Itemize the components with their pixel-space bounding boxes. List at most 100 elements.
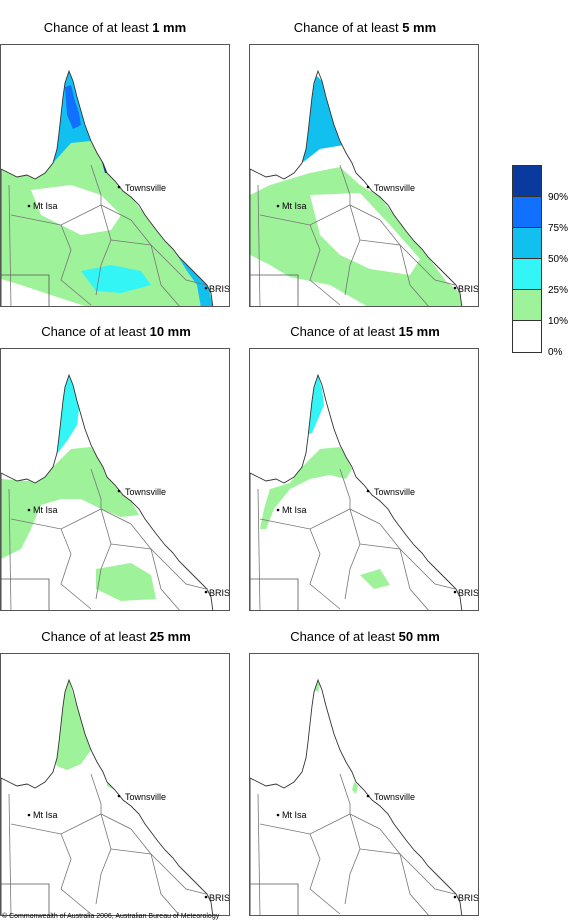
city-label-mt-isa: Mt Isa [282, 810, 307, 820]
panel-title: Chance of at least 5 mm [293, 20, 437, 35]
city-label-townsville: Townsville [125, 487, 166, 497]
city-dot [366, 185, 370, 189]
district-boundary [60, 528, 92, 610]
city-dot [204, 590, 208, 594]
city-label-bris: BRIS [209, 284, 229, 294]
district-boundary [10, 204, 132, 226]
district-boundary [344, 204, 361, 296]
district-boundary [165, 259, 207, 286]
district-boundary [10, 508, 132, 530]
probability-region [1, 750, 31, 772]
city-dot [366, 794, 370, 798]
district-boundary [339, 773, 351, 814]
panel-title: Chance of at least 1 mm [43, 20, 187, 35]
district-boundary [414, 868, 456, 895]
district-boundary [344, 508, 361, 600]
district-boundary [8, 184, 12, 306]
legend-label: 90% [548, 192, 569, 203]
state-border [1, 274, 50, 306]
state-border [250, 578, 299, 610]
district-boundary [309, 528, 341, 610]
probability-region [31, 185, 121, 235]
state-border [1, 578, 50, 610]
city-label-townsville: Townsville [125, 792, 166, 802]
city-dot [27, 508, 31, 512]
city-label-bris: BRIS [458, 893, 478, 903]
state-border [250, 274, 299, 306]
legend-swatch [513, 321, 541, 352]
city-dot [117, 185, 121, 189]
district-boundary [90, 468, 102, 509]
probability-region [171, 245, 213, 306]
district-boundary [90, 773, 102, 814]
probability-region [352, 782, 358, 794]
probability-region [96, 563, 156, 601]
district-boundary [259, 204, 381, 226]
probability-region [53, 375, 79, 459]
district-boundary [95, 204, 112, 296]
map-svg: Townsville Mt Isa BRIS [250, 69, 478, 306]
city-label-bris: BRIS [209, 588, 229, 598]
rainfall-map: Townsville Mt Isa BRIS [0, 653, 230, 916]
district-boundary [257, 488, 261, 610]
district-boundary [8, 488, 12, 610]
rainfall-map: Townsville Mt Isa BRIS [249, 653, 479, 916]
district-boundary [414, 259, 456, 286]
city-dot [27, 813, 31, 817]
district-boundary [399, 853, 429, 915]
legend-swatch [513, 166, 541, 197]
city-dot [453, 286, 457, 290]
probability-region [310, 193, 420, 275]
district-boundary [379, 828, 401, 855]
city-dot [453, 590, 457, 594]
district-boundary [399, 244, 429, 306]
city-dot [366, 489, 370, 493]
probability-region [260, 447, 352, 529]
rainfall-map: Townsville Mt Isa BRIS [0, 44, 230, 307]
district-boundary [95, 813, 112, 905]
panel-title: Chance of at least 15 mm [290, 324, 440, 339]
panel-title: Chance of at least 50 mm [290, 629, 440, 644]
district-boundary [60, 833, 92, 915]
district-boundary [10, 813, 132, 835]
legend-swatch [513, 197, 541, 228]
district-boundary [399, 548, 429, 610]
district-boundary [150, 853, 180, 915]
map-svg: Townsville Mt Isa BRIS [250, 373, 478, 610]
district-boundary [130, 219, 152, 246]
probability-region [302, 75, 344, 163]
coastline [1, 678, 214, 915]
rainfall-map: Townsville Mt Isa BRIS [0, 348, 230, 611]
city-dot [117, 489, 121, 493]
city-label-townsville: Townsville [374, 183, 415, 193]
probability-region [65, 85, 81, 129]
district-boundary [60, 224, 92, 306]
district-boundary [150, 548, 180, 610]
copyright-footer: © Commonwealth of Australia 2006, Austra… [2, 913, 220, 920]
probability-region [1, 447, 139, 559]
state-border [1, 883, 50, 915]
district-boundary [339, 468, 351, 509]
probability-region [81, 265, 151, 293]
legend-label: 50% [548, 254, 569, 265]
probability-region [53, 680, 91, 770]
city-label-townsville: Townsville [374, 792, 415, 802]
city-label-bris: BRIS [209, 893, 229, 903]
city-dot [276, 204, 280, 208]
coastline [250, 678, 463, 915]
district-boundary [339, 164, 351, 205]
district-boundary [414, 563, 456, 590]
district-boundary [309, 224, 341, 306]
legend-label: 25% [548, 285, 569, 296]
district-boundary [379, 523, 401, 550]
city-label-mt-isa: Mt Isa [33, 505, 58, 515]
legend-swatch [513, 259, 541, 290]
city-label-mt-isa: Mt Isa [33, 201, 58, 211]
city-label-bris: BRIS [458, 284, 478, 294]
district-boundary [257, 184, 261, 306]
state-border [250, 883, 299, 915]
land-area [250, 680, 462, 915]
legend-label: 10% [548, 316, 569, 327]
district-boundary [257, 793, 261, 915]
probability-region [250, 455, 280, 471]
